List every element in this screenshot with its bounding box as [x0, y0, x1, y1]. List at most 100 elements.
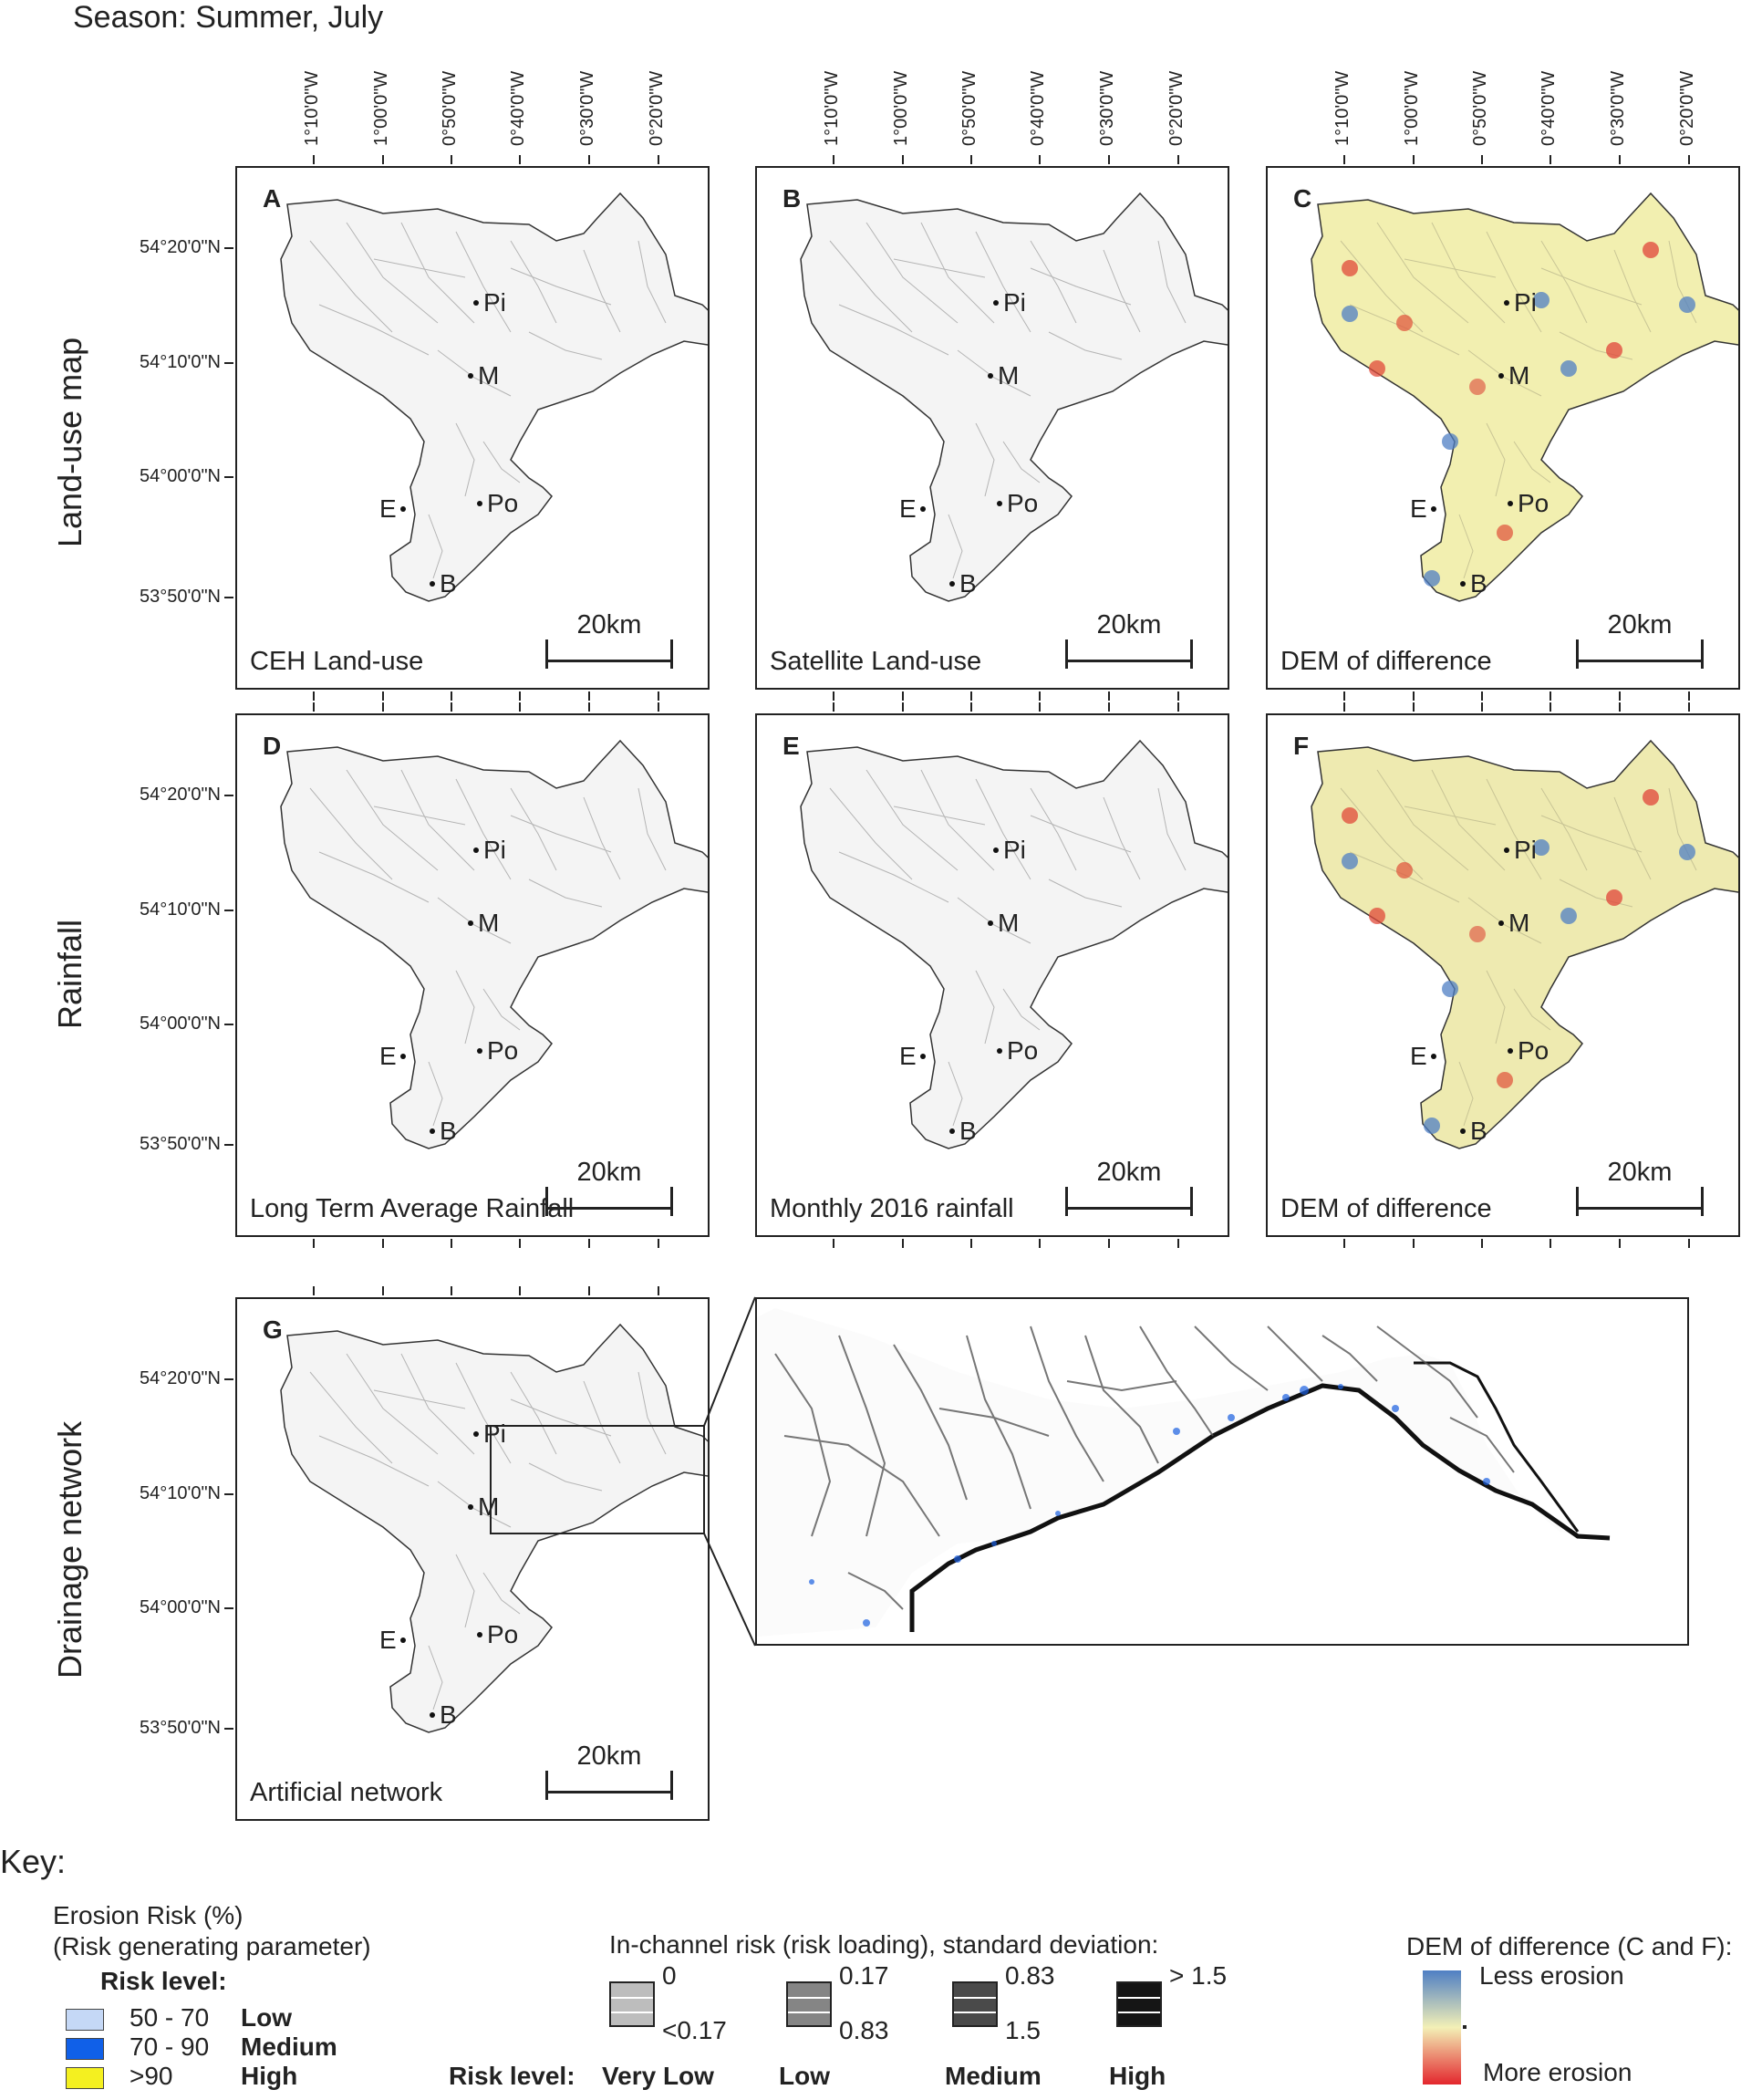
place-label: B: [440, 1117, 457, 1145]
risk-level-label: Risk level:: [100, 1967, 227, 1995]
longitude-tick: [588, 1239, 590, 1248]
place-label: M: [1508, 361, 1530, 390]
scale-label: 20km: [576, 1741, 642, 1771]
longitude-tick: [1108, 1239, 1110, 1248]
latitude-label: 54°20'0"N: [140, 785, 221, 805]
place-marker: [400, 506, 406, 512]
channel-swatch: [609, 1981, 655, 2027]
place-marker: [468, 1504, 473, 1510]
erosion-range: >90: [130, 2062, 173, 2090]
longitude-tick: [588, 702, 590, 712]
latitude-tick: [224, 1378, 233, 1380]
panel-caption: Artificial network: [250, 1778, 443, 1807]
scale-bar: 20km: [545, 610, 673, 669]
place-label: Pi: [483, 1419, 506, 1448]
longitude-tick: [1177, 691, 1179, 701]
place-label: B: [440, 569, 457, 598]
panel-caption: Satellite Land-use: [770, 647, 982, 676]
place-marker: [468, 373, 473, 379]
place-marker: [993, 847, 999, 853]
latitude-label: 54°20'0"N: [140, 1368, 221, 1388]
longitude-tick: [1177, 702, 1179, 712]
longitude-tick: [1481, 691, 1483, 701]
longitude-tick: [1481, 155, 1483, 164]
latitude-label: 54°10'0"N: [140, 1483, 221, 1503]
place-label: M: [998, 361, 1020, 390]
scale-bar: 20km: [1576, 1158, 1704, 1216]
channel-title: In-channel risk (risk loading), standard…: [609, 1930, 1159, 1959]
latitude-label: 53°50'0"N: [140, 1718, 221, 1738]
place-marker: [430, 1712, 435, 1718]
longitude-tick: [902, 155, 904, 164]
longitude-tick: [1108, 702, 1110, 712]
zoom-inset-map: [755, 1297, 1689, 1646]
latitude-tick: [224, 1144, 233, 1146]
erosion-swatch: [66, 2067, 104, 2089]
longitude-tick: [1413, 702, 1415, 712]
map-panel-f: F DEM of difference 20km Pi M E Po B: [1266, 713, 1740, 1237]
longitude-tick: [519, 691, 521, 701]
place-label: M: [478, 909, 500, 937]
place-marker: [1431, 506, 1436, 512]
longitude-tick: [382, 702, 384, 712]
catchment-map-graphic: [1311, 739, 1738, 1149]
place-marker: [997, 1048, 1002, 1054]
longitude-tick: [1619, 1239, 1621, 1248]
place-label: M: [998, 909, 1020, 937]
place-marker: [430, 581, 435, 587]
scale-bar: 20km: [1065, 610, 1193, 669]
longitude-tick: [1177, 155, 1179, 164]
place-marker: [997, 501, 1002, 506]
inset-drainage-graphic: [757, 1308, 1611, 1637]
latitude-label: 54°00'0"N: [140, 1014, 221, 1034]
longitude-tick: [1343, 691, 1345, 701]
channel-value-bottom: <0.17: [662, 2016, 727, 2044]
longitude-tick: [658, 1286, 659, 1295]
place-marker: [430, 1128, 435, 1134]
place-marker: [993, 300, 999, 306]
latitude-tick: [224, 597, 233, 598]
place-label: B: [959, 569, 977, 598]
scale-label: 20km: [576, 1158, 642, 1187]
channel-risk-label: Risk level:: [449, 2062, 575, 2090]
erosion-range: 50 - 70: [130, 2003, 210, 2032]
panel-caption: DEM of difference: [1280, 647, 1492, 676]
longitude-tick: [451, 691, 452, 701]
erosion-level: Medium: [241, 2032, 337, 2061]
place-marker: [473, 1431, 479, 1437]
dem-less-erosion: Less erosion: [1479, 1961, 1624, 1990]
place-label: Pi: [1003, 836, 1026, 864]
place-label: Pi: [483, 836, 506, 864]
channel-level: Very Low: [602, 2062, 714, 2090]
longitude-tick: [382, 691, 384, 701]
place-marker: [1460, 1128, 1466, 1134]
place-label: Pi: [1514, 836, 1537, 864]
longitude-tick: [1550, 155, 1551, 164]
longitude-tick: [1108, 155, 1110, 164]
longitude-tick: [1619, 691, 1621, 701]
erosion-range: 70 - 90: [130, 2032, 210, 2061]
longitude-tick: [588, 1286, 590, 1295]
longitude-tick: [1550, 702, 1551, 712]
place-marker: [1498, 373, 1504, 379]
panel-caption: CEH Land-use: [250, 647, 424, 676]
place-label: E: [899, 494, 917, 523]
scale-bar: 20km: [545, 1158, 673, 1216]
longitude-tick: [1688, 1239, 1690, 1248]
longitude-tick: [1343, 702, 1345, 712]
channel-swatch: [952, 1981, 998, 2027]
place-marker: [920, 1054, 926, 1059]
latitude-label: 53°50'0"N: [140, 587, 221, 607]
panel-letter: E: [783, 732, 800, 760]
longitude-tick: [519, 1239, 521, 1248]
longitude-tick: [658, 702, 659, 712]
place-label: B: [959, 1117, 977, 1145]
place-label: E: [379, 494, 397, 523]
longitude-tick: [1039, 155, 1041, 164]
longitude-tick: [451, 702, 452, 712]
scale-label: 20km: [1096, 610, 1162, 639]
longitude-tick: [658, 155, 659, 164]
panel-letter: D: [263, 732, 282, 760]
scale-label: 20km: [1607, 1158, 1673, 1187]
place-label: Po: [487, 489, 519, 517]
